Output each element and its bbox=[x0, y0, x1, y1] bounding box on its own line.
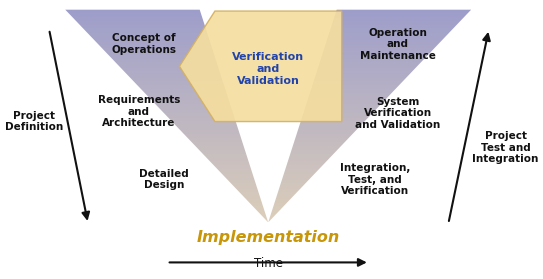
Text: Operation
and
Maintenance: Operation and Maintenance bbox=[359, 28, 435, 61]
Text: Time: Time bbox=[254, 257, 283, 270]
Text: Implementation: Implementation bbox=[197, 230, 340, 245]
Text: System
Verification
and Validation: System Verification and Validation bbox=[355, 97, 440, 130]
Text: Detailed
Design: Detailed Design bbox=[140, 169, 189, 190]
Text: Concept of
Operations: Concept of Operations bbox=[111, 33, 176, 55]
Text: Project
Test and
Integration: Project Test and Integration bbox=[472, 131, 539, 164]
Text: Requirements
and
Architecture: Requirements and Architecture bbox=[98, 95, 180, 128]
Polygon shape bbox=[179, 11, 342, 122]
Text: Project
Definition: Project Definition bbox=[5, 111, 63, 132]
Text: Verification
and
Validation: Verification and Validation bbox=[232, 52, 304, 86]
Text: Integration,
Test, and
Verification: Integration, Test, and Verification bbox=[339, 163, 410, 196]
